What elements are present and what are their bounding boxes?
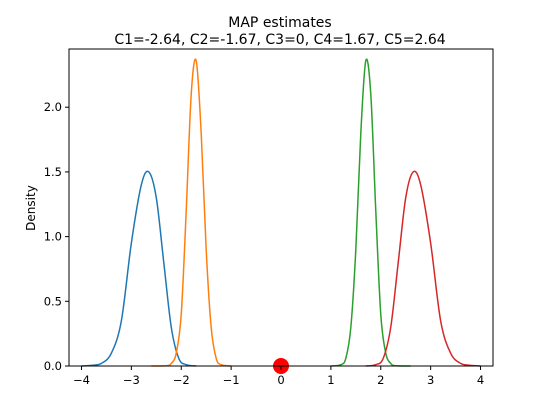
- y-tick-label: 0.0: [44, 359, 62, 373]
- x-tick-label: −2: [173, 373, 190, 387]
- plot-frame: [68, 48, 494, 367]
- y-tick-label: 2.0: [44, 100, 62, 114]
- x-tick-label: 4: [477, 373, 484, 387]
- x-tick-label: −4: [73, 373, 90, 387]
- chart-subtitle: C1=-2.64, C2=-1.67, C3=0, C4=1.67, C5=2.…: [114, 32, 445, 48]
- y-tick-label: 1.0: [44, 230, 62, 244]
- x-tick-label: 3: [427, 373, 434, 387]
- x-tick-label: −3: [123, 373, 140, 387]
- x-tick-label: 1: [327, 373, 334, 387]
- density-line-2: [151, 58, 232, 367]
- plot-area: −4 −3 −2 −1 0 1 2 3 4 0.0 0.5 1.0 1.5 2.0: [44, 48, 494, 387]
- density-line-1: [81, 170, 197, 367]
- density-line-3: [330, 58, 411, 367]
- y-tick-label: 0.5: [44, 294, 62, 308]
- x-tick-label: 2: [377, 373, 384, 387]
- x-tick-label: −1: [223, 373, 240, 387]
- x-tick-label: 0: [277, 373, 284, 387]
- y-tick-label: 1.5: [44, 165, 62, 179]
- density-line-4: [365, 170, 481, 367]
- chart-title: MAP estimates: [228, 15, 331, 31]
- y-axis-label: Density: [24, 185, 38, 231]
